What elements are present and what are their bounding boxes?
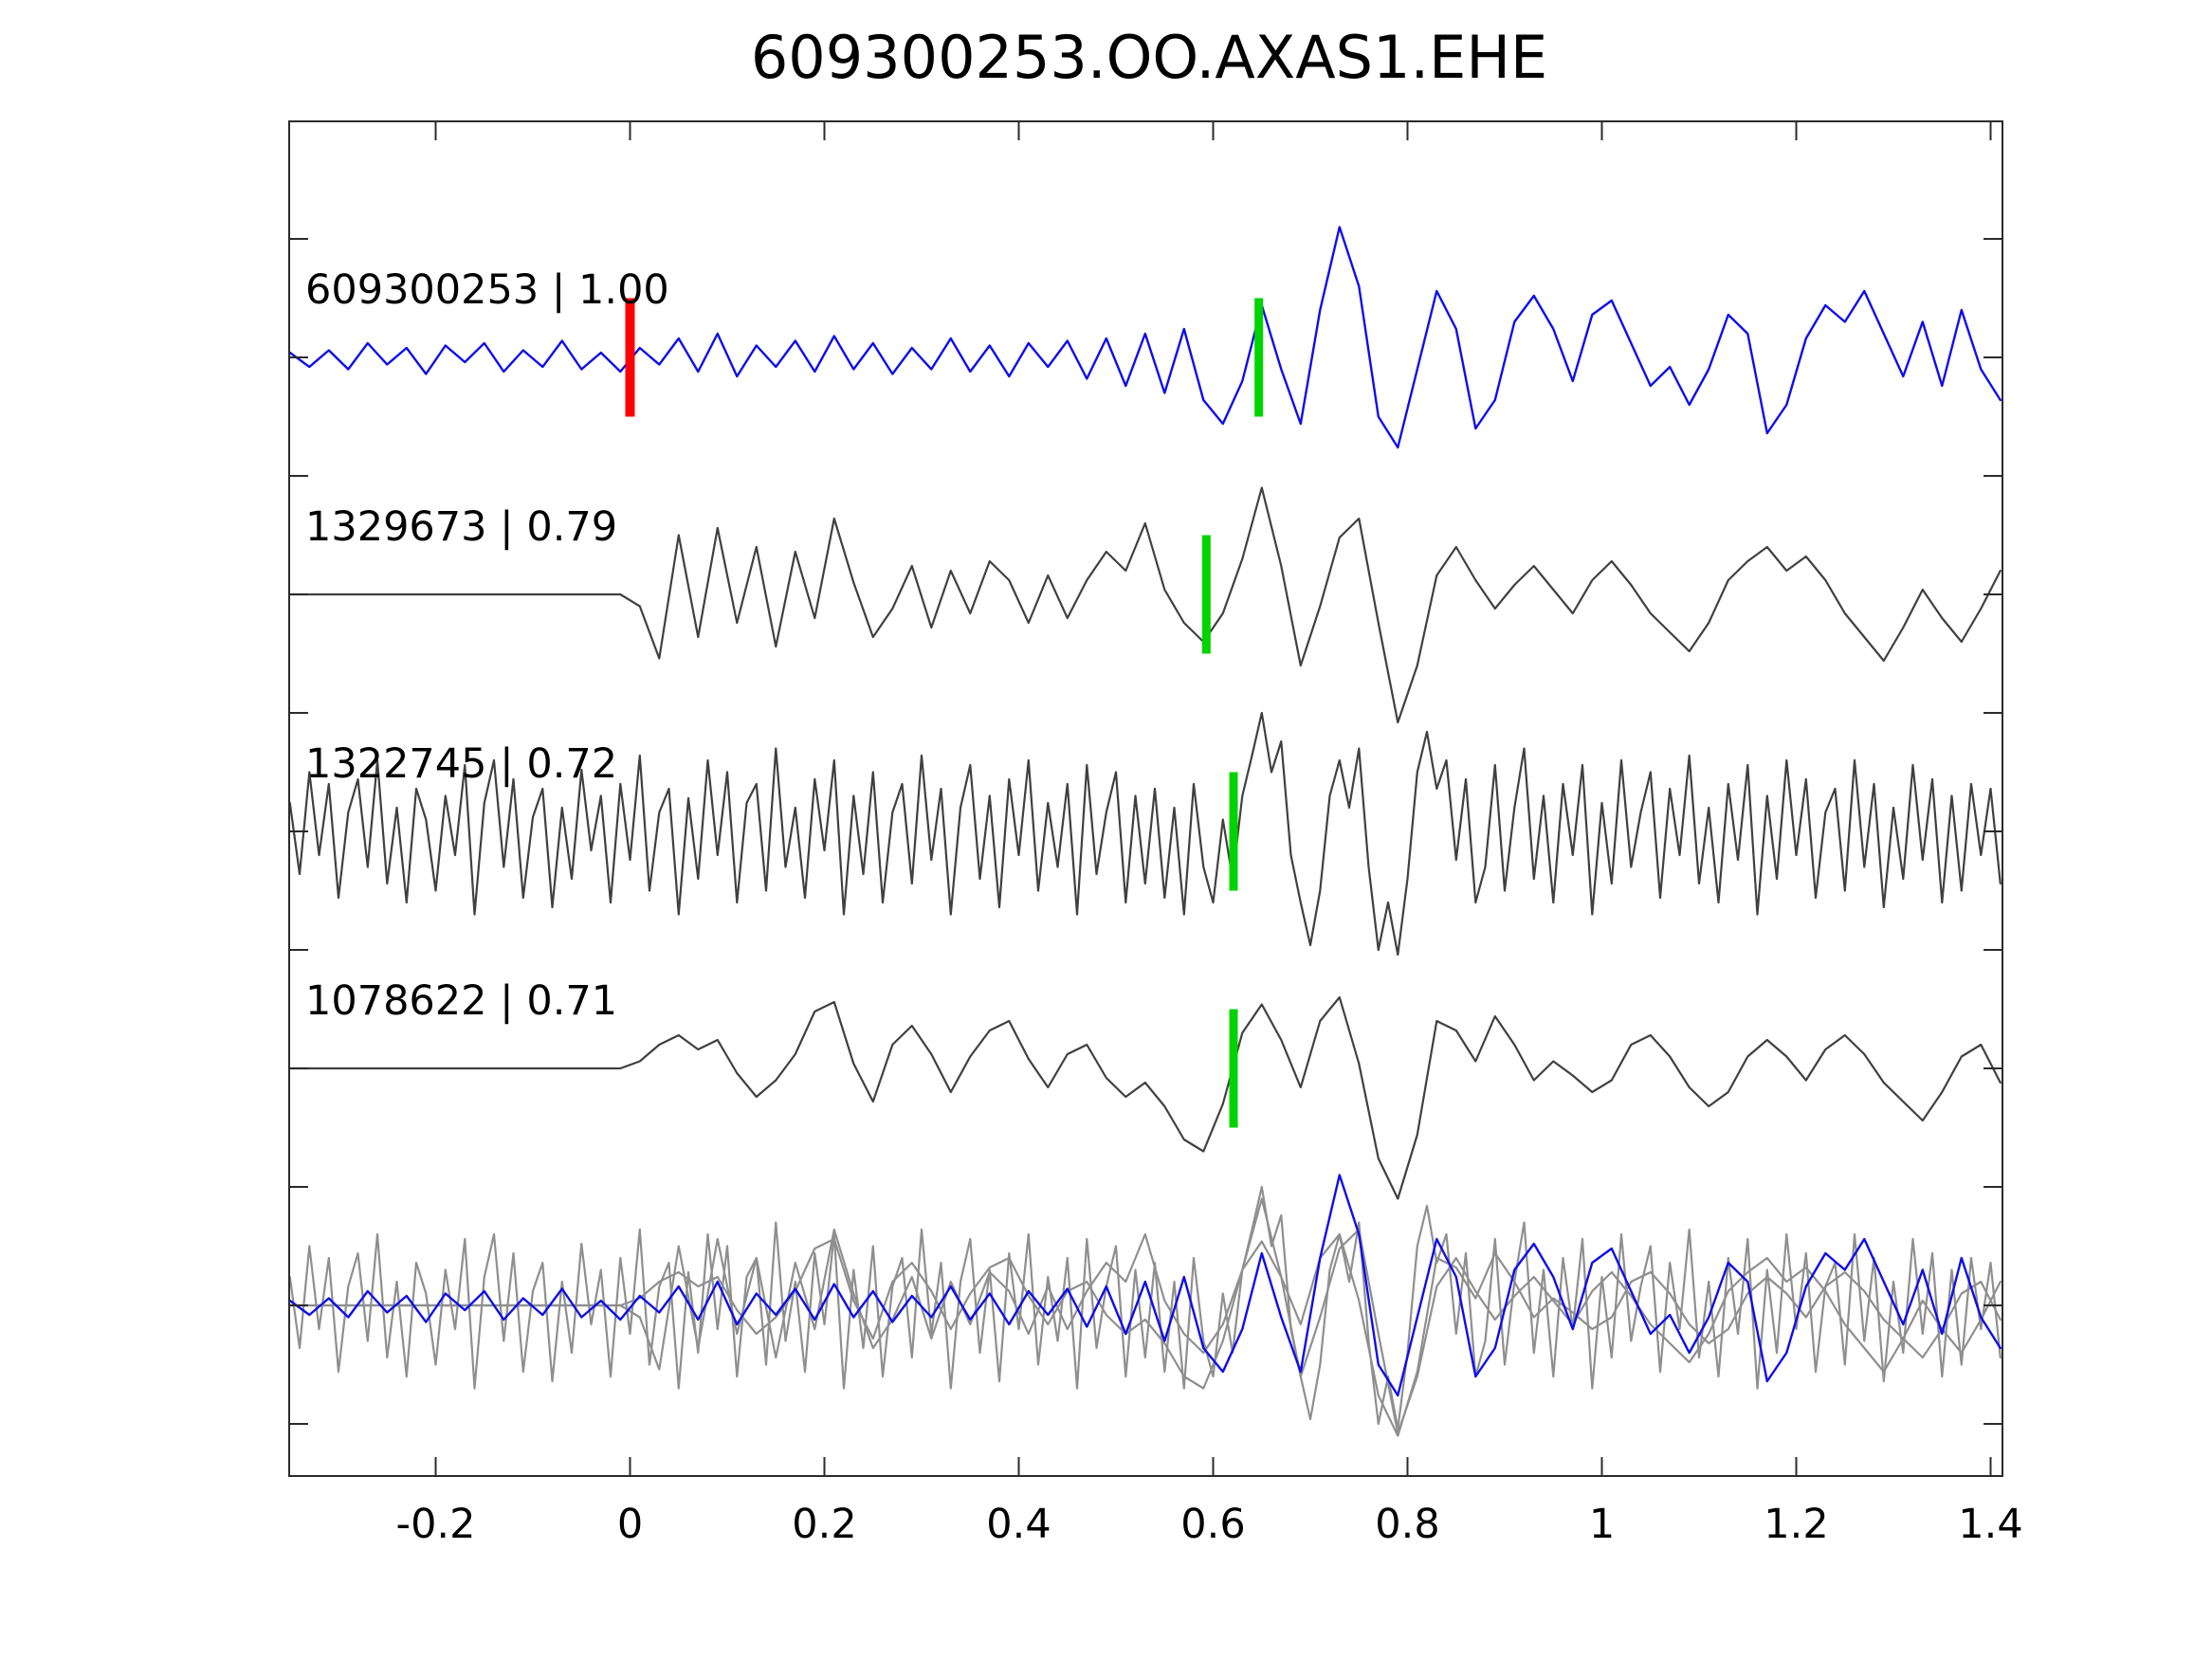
waveform-trace-609300253: [289, 226, 2002, 449]
x-tick-label: 1: [1589, 1501, 1615, 1548]
overlay-waveform-1078622: [289, 1232, 2002, 1437]
x-tick-label: 0.4: [986, 1501, 1051, 1548]
x-tick-label: -0.2: [396, 1501, 476, 1548]
trace-label-1322745: 1322745 | 0.72: [305, 740, 617, 788]
traces-layer: [289, 226, 2002, 1437]
trace-label-609300253: 609300253 | 1.00: [305, 266, 669, 314]
x-tick-label: 0.8: [1375, 1501, 1439, 1548]
x-tick-label: 0.2: [792, 1501, 856, 1548]
x-tick-label: 0.6: [1180, 1501, 1245, 1548]
pick-markers-layer: [625, 298, 1264, 1128]
axes-frame-layer: [288, 120, 2003, 1477]
trace-label-1078622: 1078622 | 0.71: [305, 977, 617, 1025]
waveform-trace-1078622: [289, 995, 2002, 1200]
x-tick-label: 1.2: [1764, 1501, 1828, 1548]
waveform-trace-1329673: [289, 486, 2002, 724]
x-tick-label: 1.4: [1958, 1501, 2022, 1548]
x-tick-label: 0: [617, 1501, 643, 1548]
overlay-waveform-609300253: [289, 1174, 2002, 1397]
chart-title: 609300253.OO.AXAS1.EHE: [751, 23, 1547, 92]
waveform-trace-1322745: [289, 711, 2002, 957]
overlay-waveform-1322745: [289, 1185, 2002, 1431]
labels-layer: 609300253 | 1.00 1329673 | 0.79 1322745 | …: [305, 266, 2023, 1548]
trace-label-1329673: 1329673 | 0.79: [305, 503, 617, 551]
axes-frame: [288, 120, 2003, 1477]
